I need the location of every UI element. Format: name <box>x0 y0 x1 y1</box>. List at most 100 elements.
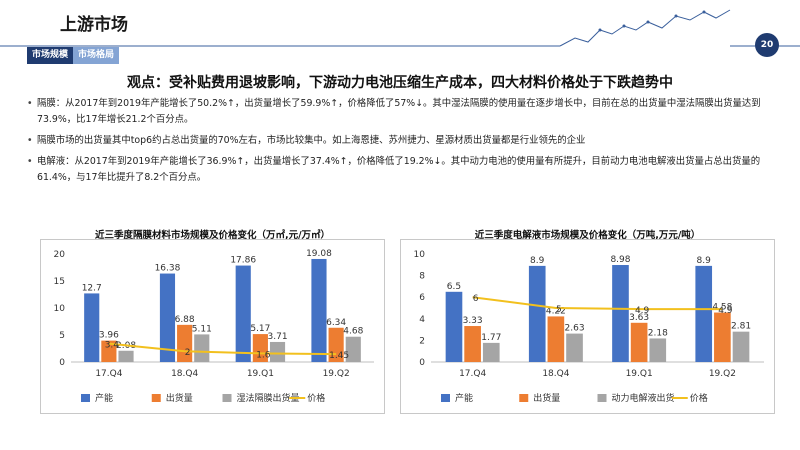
separator-bar-1 <box>235 265 251 362</box>
electrolyte-category-label: 17.Q4 <box>459 369 486 379</box>
electrolyte-bar-data-label: 4.58 <box>712 303 732 313</box>
electrolyte-category-label: 19.Q1 <box>626 369 653 379</box>
bullet-list: 隔膜：从2017年到2019年产能增长了50.2%↑，出货量增长了59.9%↑，… <box>27 96 782 191</box>
separator-line-data-label: 2 <box>185 348 191 358</box>
separator-bar-1 <box>84 293 100 362</box>
separator-legend-swatch <box>81 394 90 402</box>
electrolyte-line-data-label: 5 <box>556 305 562 315</box>
electrolyte-bar-data-label: 2.18 <box>648 328 668 338</box>
page-number-badge: 20 <box>755 33 779 57</box>
separator-bar-data-label: 6.88 <box>175 315 195 325</box>
headline: 观点：受补贴费用退坡影响，下游动力电池压缩生产成本，四大材料价格处于下跌趋势中 <box>127 75 673 91</box>
separator-bar-data-label: 5.11 <box>192 324 212 334</box>
electrolyte-bar-3 <box>649 338 667 362</box>
separator-legend-swatch <box>222 394 232 402</box>
separator-bar-1 <box>311 258 327 362</box>
separator-category-label: 19.Q1 <box>247 369 274 379</box>
electrolyte-bar-data-label: 3.63 <box>629 313 649 323</box>
electrolyte-bar-data-label: 1.77 <box>481 333 501 343</box>
separator-legend-label: 出货量 <box>166 392 193 404</box>
separator-bar-data-label: 17.86 <box>230 256 256 266</box>
electrolyte-bar-2 <box>630 322 648 362</box>
electrolyte-line-data-label: 4.9 <box>635 306 650 316</box>
tab-market-structure[interactable]: 市场格局 <box>73 47 120 64</box>
separator-bar-data-label: 3.96 <box>99 331 119 341</box>
separator-legend-label: 价格 <box>307 392 325 404</box>
separator-line-data-label: 1.6 <box>256 350 271 360</box>
electrolyte-ytick-label: 2 <box>419 336 425 346</box>
electrolyte-bar-2 <box>547 316 565 362</box>
separator-price-line <box>108 342 337 356</box>
separator-category-label: 19.Q2 <box>323 369 350 379</box>
electrolyte-legend-label: 出货量 <box>533 392 560 404</box>
separator-legend-label: 湿法隔膜出货量 <box>237 392 300 404</box>
separator-bar-1 <box>159 273 176 362</box>
electrolyte-ytick-label: 4 <box>419 315 425 325</box>
electrolyte-ytick-label: 0 <box>419 358 425 368</box>
electrolyte-line-data-label: 6 <box>473 294 479 304</box>
separator-ytick-label: 15 <box>54 277 65 287</box>
electrolyte-bar-3 <box>566 333 583 362</box>
electrolyte-bar-data-label: 2.81 <box>731 322 751 332</box>
separator-bar-data-label: 16.38 <box>155 264 181 274</box>
electrolyte-legend-label: 价格 <box>690 392 708 404</box>
electrolyte-bar-1 <box>612 265 629 362</box>
separator-legend-label: 产能 <box>95 392 113 404</box>
electrolyte-bar-data-label: 2.63 <box>565 324 585 334</box>
electrolyte-bar-2 <box>714 312 731 362</box>
chart-separator: 0510152017.Q412.73.962.0818.Q416.386.885… <box>54 249 374 404</box>
page-title: 上游市场 <box>60 15 128 35</box>
separator-category-label: 18.Q4 <box>171 369 198 379</box>
electrolyte-line-data-label: 4.9 <box>718 306 733 316</box>
electrolyte-bar-data-label: 8.98 <box>610 255 630 265</box>
separator-bar-data-label: 3.71 <box>268 332 288 342</box>
electrolyte-bar-data-label: 8.9 <box>697 256 712 266</box>
electrolyte-bar-1 <box>695 265 713 362</box>
separator-bar-3 <box>194 334 210 362</box>
separator-bar-2 <box>101 340 117 362</box>
separator-ytick-label: 5 <box>59 331 65 341</box>
electrolyte-bar-data-label: 4.22 <box>546 306 566 316</box>
chart-title-separator: 近三季度隔膜材料市场规模及价格变化（万㎡,元/万㎡） <box>94 230 331 241</box>
separator-bar-data-label: 5.17 <box>250 324 270 334</box>
electrolyte-bar-1 <box>528 265 546 362</box>
electrolyte-bar-3 <box>732 331 750 362</box>
electrolyte-category-label: 19.Q2 <box>709 369 736 379</box>
electrolyte-ytick-label: 10 <box>414 250 426 260</box>
electrolyte-price-line <box>472 296 723 311</box>
separator-bar-data-label: 12.7 <box>82 283 102 293</box>
chart-title-electrolyte: 近三季度电解液市场规模及价格变化（万吨,万元/吨） <box>474 230 701 241</box>
electrolyte-ytick-label: 6 <box>419 293 425 303</box>
bullet-electrolyte: 电解液：从2017年到2019年产能增长了36.9%↑，出货量增长了37.4%↑… <box>27 154 782 186</box>
electrolyte-bar-data-label: 8.9 <box>530 256 545 266</box>
electrolyte-legend-swatch <box>441 394 450 402</box>
separator-legend-swatch <box>151 394 161 402</box>
separator-line-data-label: 3.4 <box>105 341 120 351</box>
bullet-separator-concentration: 隔膜市场的出货量其中top6约占总出货量的70%左右，市场比较集中。如上海恩捷、… <box>27 133 782 149</box>
separator-bar-2 <box>252 334 268 362</box>
chart-container-electrolyte: 0 2 4 6 8 10 17.Q4 6.5 3.33 1.77 18.Q4 8.9 4.22 2.63 1… <box>400 239 775 414</box>
separator-bar-3 <box>118 350 134 362</box>
electrolyte-bar-1 <box>445 291 463 362</box>
electrolyte-legend-label: 产能 <box>455 392 473 404</box>
separator-bar-data-label: 4.68 <box>343 327 363 337</box>
electrolyte-category-label: 18.Q4 <box>542 369 569 379</box>
separator-bar-3 <box>269 341 286 362</box>
chart-electrolyte: 0 2 4 6 8 10 17.Q4 6.5 3.33 1.77 18.Q4 8.9 4.22 2.63 1… <box>414 250 764 404</box>
separator-ytick-label: 20 <box>54 250 66 260</box>
electrolyte-ytick-label: 8 <box>419 272 425 282</box>
electrolyte-legend-label: 动力电解液出货 <box>612 392 675 404</box>
chart-container-separator: 0 5 10 15 20 17.Q4 12.7 3.96 2.08 18.Q4 16.38 6.88 5… <box>40 239 385 414</box>
electrolyte-bar-2 <box>464 326 481 362</box>
tab-market-size[interactable]: 市场规模 <box>27 47 74 64</box>
separator-ytick-label: 0 <box>59 358 65 368</box>
separator-ytick-label: 10 <box>54 304 66 314</box>
separator-category-label: 17.Q4 <box>95 369 122 379</box>
electrolyte-bar-data-label: 3.33 <box>463 316 483 326</box>
separator-bar-3 <box>345 336 361 362</box>
separator-line-data-label: 1.45 <box>329 351 349 361</box>
header-decoration <box>0 9 800 47</box>
electrolyte-legend-swatch <box>597 394 607 402</box>
section-tabs: 市场规模 市场格局 <box>27 47 120 64</box>
bullet-separator: 隔膜：从2017年到2019年产能增长了50.2%↑，出货量增长了59.9%↑，… <box>27 96 782 128</box>
